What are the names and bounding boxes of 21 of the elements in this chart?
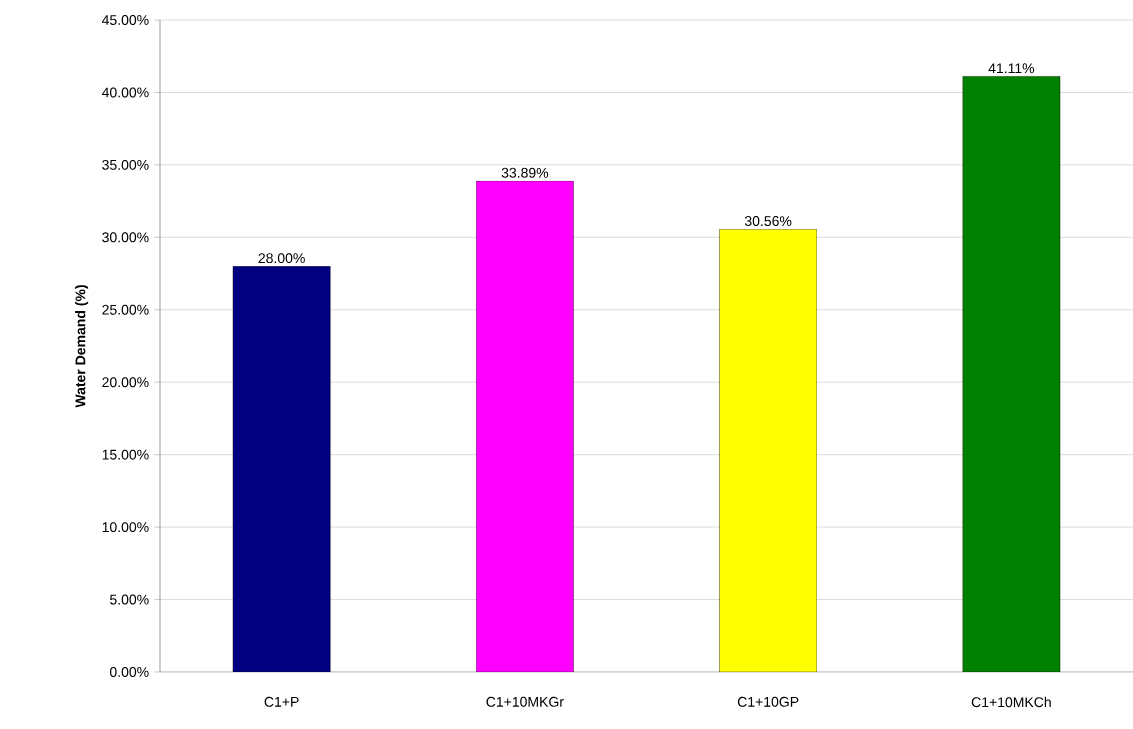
y-tick-label: 15.00% [102,449,149,460]
x-tick-label: C1+P [264,696,299,707]
data-label: 41.11% [988,63,1035,74]
y-tick-label: 20.00% [102,377,149,388]
y-tick-label: 30.00% [102,232,149,243]
data-label: 28.00% [258,253,305,264]
x-tick-label: C1+10GP [737,696,799,707]
y-tick-label: 25.00% [102,304,149,315]
y-tick-label: 5.00% [110,594,149,605]
bar [719,229,817,672]
y-tick-label: 45.00% [101,15,149,25]
y-axis-title: Water Demand (%) [75,285,89,408]
data-label: 33.89% [501,167,549,178]
bar [476,180,574,672]
x-tick-label: C1+10MKCh [971,696,1051,708]
x-tick-label: C1+10MKGr [486,696,564,707]
y-tick-label: 10.00% [102,522,149,533]
y-tick-label: 0.00% [109,667,149,677]
y-tick-label: 35.00% [102,159,149,170]
y-tick-label: 40.00% [101,87,149,98]
data-label: 30.56% [744,216,792,227]
